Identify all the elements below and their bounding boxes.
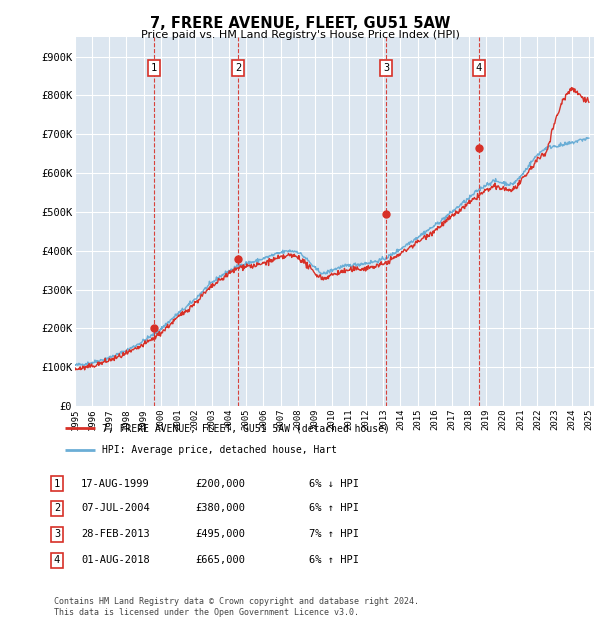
Text: 7, FRERE AVENUE, FLEET, GU51 5AW (detached house): 7, FRERE AVENUE, FLEET, GU51 5AW (detach… <box>103 423 390 433</box>
Text: 1: 1 <box>151 63 157 73</box>
Text: £200,000: £200,000 <box>195 479 245 489</box>
Text: Contains HM Land Registry data © Crown copyright and database right 2024.
This d: Contains HM Land Registry data © Crown c… <box>54 598 419 617</box>
Text: 2: 2 <box>54 503 60 513</box>
Text: 17-AUG-1999: 17-AUG-1999 <box>81 479 150 489</box>
Text: 4: 4 <box>54 556 60 565</box>
Text: 4: 4 <box>476 63 482 73</box>
Text: £495,000: £495,000 <box>195 529 245 539</box>
Text: 1: 1 <box>54 479 60 489</box>
Text: 3: 3 <box>383 63 389 73</box>
Text: 7, FRERE AVENUE, FLEET, GU51 5AW: 7, FRERE AVENUE, FLEET, GU51 5AW <box>150 16 450 30</box>
Text: £665,000: £665,000 <box>195 556 245 565</box>
Text: 6% ↓ HPI: 6% ↓ HPI <box>309 479 359 489</box>
Text: HPI: Average price, detached house, Hart: HPI: Average price, detached house, Hart <box>103 445 337 455</box>
Text: 7% ↑ HPI: 7% ↑ HPI <box>309 529 359 539</box>
Text: Price paid vs. HM Land Registry's House Price Index (HPI): Price paid vs. HM Land Registry's House … <box>140 30 460 40</box>
Text: 6% ↑ HPI: 6% ↑ HPI <box>309 556 359 565</box>
Text: 3: 3 <box>54 529 60 539</box>
Text: 01-AUG-2018: 01-AUG-2018 <box>81 556 150 565</box>
Text: £380,000: £380,000 <box>195 503 245 513</box>
Text: 28-FEB-2013: 28-FEB-2013 <box>81 529 150 539</box>
Text: 6% ↑ HPI: 6% ↑ HPI <box>309 503 359 513</box>
Text: 2: 2 <box>235 63 241 73</box>
Text: 07-JUL-2004: 07-JUL-2004 <box>81 503 150 513</box>
